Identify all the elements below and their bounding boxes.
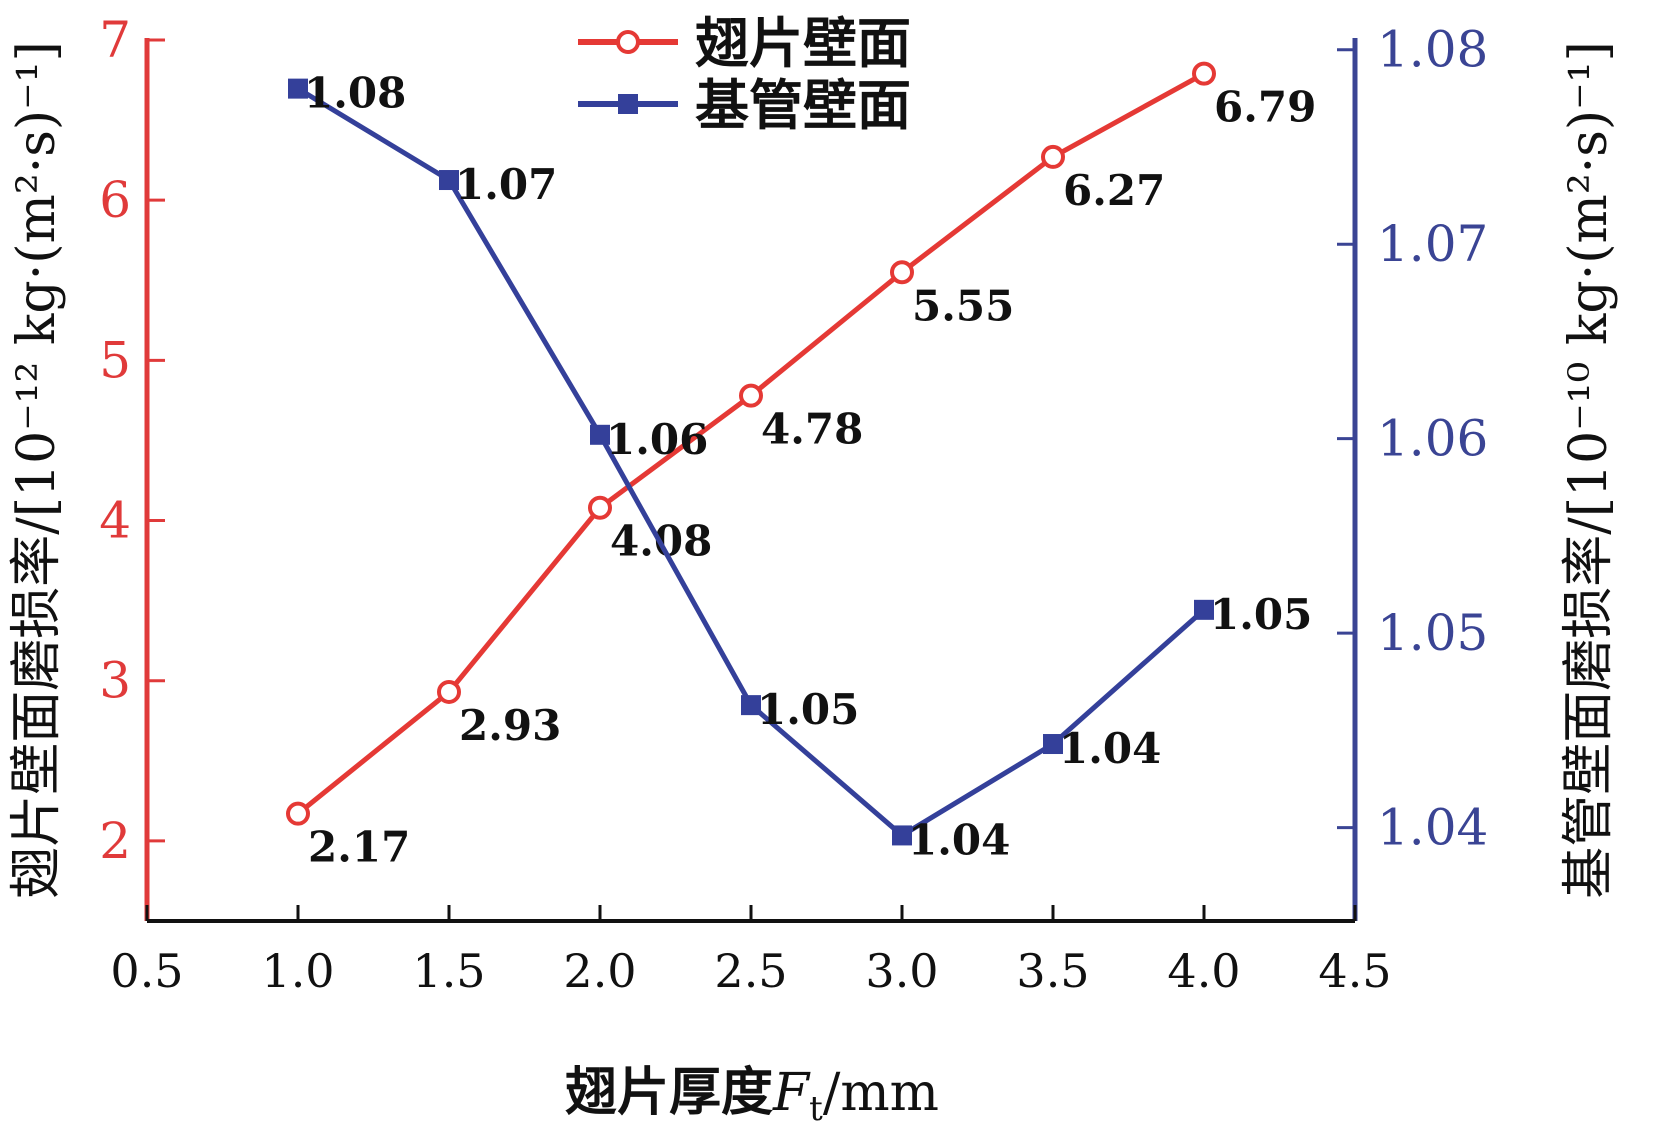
axes: 0.5 1.0 1.5 2.0 2.5 3.0 3.5 4.0 4.52345671.041.0… [99, 11, 1488, 998]
data-point [439, 170, 459, 191]
left-y-tick-label: 4 [99, 492, 131, 550]
right-y-tick-label: 1.04 [1377, 799, 1488, 857]
data-label: 2.17 [308, 823, 410, 872]
x-tick-label: 0.5 [110, 944, 183, 998]
data-point [286, 801, 310, 826]
left-y-tick-label: 3 [99, 652, 131, 710]
data-label: 1.04 [908, 815, 1010, 864]
x-tick-label: 2.5 [714, 944, 787, 998]
data-label: 1.04 [1059, 724, 1161, 773]
series-base-tube-wall: 1.08 1.07 1.06 1.05 1.04 1.04 1.05 [288, 69, 1312, 864]
data-point [1043, 734, 1063, 755]
data-label: 5.55 [912, 281, 1014, 330]
data-point [1041, 144, 1065, 169]
x-axis-title: 翅片厚度Ft/mm [565, 1062, 939, 1129]
data-label: 1.05 [757, 685, 859, 734]
right-y-axis-title: 基管壁面磨损率/[10⁻¹⁰ kg·(m²·s)⁻¹] [1559, 41, 1619, 899]
left-y-tick-label: 6 [99, 171, 131, 229]
data-point [437, 679, 461, 704]
legend-entry: 翅片壁面 [695, 11, 911, 75]
right-y-tick-label: 1.07 [1377, 215, 1488, 273]
left-y-axis-title: 翅片壁面磨损率/[10⁻¹² kg·(m²·s)⁻¹] [7, 41, 67, 899]
data-label: 6.79 [1214, 83, 1316, 132]
legend-marker [616, 30, 640, 54]
series-fin-wall: 2.172.934.084.785.556.276.79 [286, 61, 1316, 872]
x-tick-label: 1.5 [412, 944, 485, 998]
left-y-tick-label: 5 [99, 331, 131, 389]
data-point [739, 383, 763, 408]
data-label: 2.93 [459, 701, 561, 750]
left-y-tick-label: 7 [99, 11, 131, 69]
left-y-tick-label: 2 [99, 812, 131, 870]
data-label: 4.78 [761, 405, 863, 454]
legend-marker [618, 94, 638, 114]
x-tick-label: 4.0 [1167, 944, 1240, 998]
data-point [890, 260, 914, 285]
data-point [1194, 599, 1214, 620]
data-point [741, 695, 761, 716]
legend-entry: 基管壁面 [695, 73, 911, 137]
right-y-tick-label: 1.05 [1377, 604, 1488, 662]
axis-titles: 翅片厚度Ft/mm 翅片壁面磨损率/[10⁻¹² kg·(m²·s)⁻¹] 基管壁面… [7, 41, 1619, 1129]
data-point [288, 78, 308, 99]
data-label: 6.27 [1063, 166, 1165, 215]
data-point [1192, 61, 1216, 86]
data-label: 1.06 [606, 415, 708, 464]
data-point [892, 825, 912, 846]
x-tick-label: 3.0 [865, 944, 938, 998]
right-y-tick-label: 1.08 [1377, 21, 1488, 79]
x-tick-label: 2.0 [563, 944, 636, 998]
data-label: 1.07 [455, 160, 557, 209]
x-tick-label: 4.5 [1318, 944, 1391, 998]
data-point [590, 424, 610, 445]
data-point [588, 495, 612, 520]
x-tick-label: 1.0 [261, 944, 334, 998]
data-label: 1.05 [1210, 590, 1312, 639]
x-tick-label: 3.5 [1016, 944, 1089, 998]
data-label: 1.08 [304, 69, 406, 118]
right-y-tick-label: 1.06 [1377, 410, 1488, 468]
series-layer: 2.172.934.084.785.556.276.791.081.071.06… [286, 61, 1316, 872]
